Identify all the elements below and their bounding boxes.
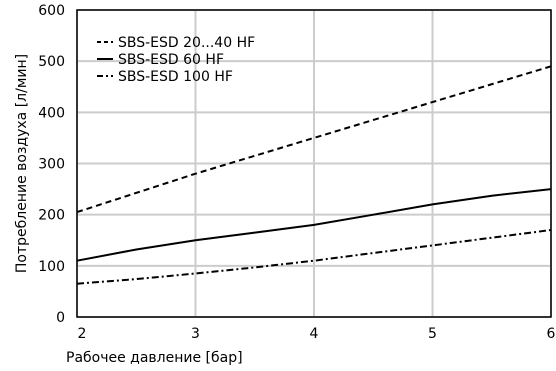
y-tick-label: 100 xyxy=(38,259,65,275)
x-axis-title: Рабочее давление [бар] xyxy=(66,350,243,366)
series-line-3 xyxy=(76,229,552,285)
x-tick-labels: 2 3 4 5 6 xyxy=(78,326,556,342)
y-tick-label: 0 xyxy=(56,310,65,326)
y-tick-label: 400 xyxy=(38,105,65,121)
legend-label: SBS-ESD 20...40 HF xyxy=(118,35,255,51)
legend-label: SBS-ESD 100 HF xyxy=(118,69,233,85)
x-tick-label: 5 xyxy=(428,326,437,342)
plot-frame xyxy=(76,9,552,318)
x-tick-label: 2 xyxy=(78,326,87,342)
y-axis-title: Потребление воздуха [л/мин] xyxy=(14,54,30,273)
y-tick-label: 300 xyxy=(38,157,65,173)
x-tick-label: 3 xyxy=(191,326,200,342)
y-tick-label: 200 xyxy=(38,208,65,224)
x-tick-label: 6 xyxy=(547,326,556,342)
series-lines xyxy=(76,65,552,285)
y-tick-label: 500 xyxy=(38,54,65,70)
x-tick-label: 4 xyxy=(310,326,319,342)
series-line-1 xyxy=(76,65,552,214)
series-line-2 xyxy=(76,188,552,262)
legend-label: SBS-ESD 60 HF xyxy=(118,52,224,68)
y-tick-label: 600 xyxy=(38,3,65,19)
y-tick-labels: 0 100 200 300 400 500 600 xyxy=(38,3,65,326)
